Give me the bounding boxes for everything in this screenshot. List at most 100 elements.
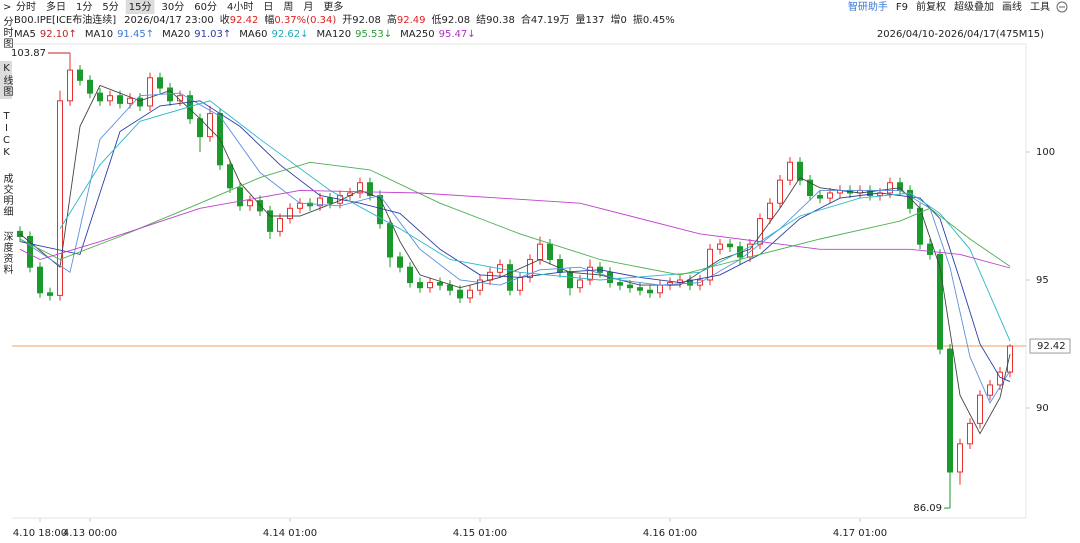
quote-label: 幅 — [264, 13, 274, 26]
candle-body — [647, 289, 653, 294]
quote-label: 高 — [387, 13, 397, 26]
sidebar-tab[interactable]: 分时图 — [1, 16, 12, 49]
candle-body — [1007, 345, 1013, 373]
candle-body — [617, 282, 623, 286]
candle-body — [327, 197, 333, 204]
toolbar-button[interactable]: 智研助手 — [848, 0, 888, 13]
quote-line: B00.IPE[ICE布油连续] 2026/04/17 23:00 收92.42 幅0… — [14, 13, 675, 26]
candle-body — [907, 189, 913, 209]
candle-body — [267, 210, 273, 232]
quote-label: 开 — [342, 15, 352, 26]
candle-body — [687, 279, 693, 286]
toolbar-button[interactable]: F9 — [896, 2, 908, 13]
ma-line — [19, 189, 1011, 269]
minimize-icon[interactable] — [1056, 1, 1068, 13]
candle-body — [387, 223, 393, 258]
toolbar-tab[interactable]: 多日 — [46, 0, 66, 13]
toolbar-tab[interactable]: 1分 — [76, 1, 92, 13]
candle-body — [967, 422, 973, 445]
legend-value: 91.45↑ — [117, 29, 154, 40]
candle-body — [437, 282, 443, 286]
quote-value: 92.08 — [352, 15, 381, 26]
candle-body — [147, 77, 153, 107]
candle-body — [477, 279, 483, 291]
sidebar-tab[interactable]: K线图 — [0, 61, 12, 99]
quote-value: 137 — [585, 15, 604, 26]
candle-body — [777, 179, 783, 204]
toolbar-tab[interactable]: 5分 — [102, 1, 118, 13]
ma-line — [19, 161, 1011, 276]
candle-body — [207, 113, 213, 138]
legend-value: 92.62↓ — [272, 29, 309, 40]
candle-body — [447, 284, 453, 291]
last-price-box — [1029, 338, 1071, 354]
collapse-arrow[interactable]: > — [3, 2, 11, 13]
min-label: 86.09 — [913, 503, 942, 514]
sidebar-tab[interactable]: 深度资料 — [1, 231, 12, 275]
quote-label: 低 — [432, 13, 442, 26]
candle-body — [817, 195, 823, 199]
last-price-label: 92.42 — [1037, 341, 1066, 352]
candle-body — [787, 161, 793, 181]
toolbar-tab[interactable]: 4小时 — [227, 1, 253, 13]
candle-body — [887, 182, 893, 194]
candle-body — [107, 95, 113, 102]
candle-body — [97, 92, 103, 102]
candle-body — [807, 179, 813, 197]
toolbar-button[interactable]: 超级叠加 — [954, 0, 994, 13]
quote-value: 0 — [621, 15, 627, 26]
candle-body — [567, 271, 573, 289]
sidebar-tab[interactable]: 成交明细 — [1, 173, 12, 217]
range-label: 2026/04/10-2026/04/17(475M15) — [877, 29, 1044, 40]
toolbar-button[interactable]: 工具 — [1030, 1, 1050, 13]
toolbar-tab[interactable]: 30分 — [161, 1, 184, 13]
candle-body — [947, 348, 953, 473]
quote-time: 2026/04/17 23:00 — [124, 15, 214, 26]
candle-body — [177, 95, 183, 102]
y-tick-label: 90 — [1036, 403, 1049, 414]
candle-body — [307, 202, 313, 207]
x-tick-label: 4.13 00:00 — [63, 528, 117, 539]
quote-value: 0.37%(0.34) — [274, 15, 336, 26]
toolbar-tab[interactable]: 月 — [303, 1, 313, 13]
sidebar-tab[interactable]: TICK — [1, 111, 12, 159]
ma-line — [19, 84, 1011, 435]
quote-label: 增 — [611, 13, 621, 26]
candle-body — [827, 192, 833, 199]
toolbar-tab[interactable]: 分时 — [16, 1, 36, 13]
candle-body — [227, 164, 233, 189]
toolbar-tab[interactable]: 更多 — [323, 0, 343, 13]
toolbar-tab[interactable]: 15分 — [129, 1, 152, 13]
legend-name: MA120 — [317, 29, 352, 40]
candle-body — [317, 197, 323, 207]
candle-body — [727, 243, 733, 248]
candle-body — [457, 289, 463, 299]
candle-body — [927, 243, 933, 255]
legend-value: 95.53↓ — [355, 29, 392, 40]
quote-symbol: B00.IPE[ICE布油连续] — [14, 13, 116, 26]
candle-body — [57, 100, 63, 296]
candle-body — [957, 443, 963, 473]
candle-body — [797, 161, 803, 181]
candle-body — [127, 97, 133, 104]
toolbar-tab[interactable]: 60分 — [194, 1, 217, 13]
toolbar-tab[interactable]: 周 — [283, 1, 293, 13]
toolbar-button[interactable]: 前复权 — [916, 0, 946, 13]
candle-body — [987, 384, 993, 396]
toolbar-tab[interactable]: 日 — [263, 2, 273, 13]
candle-body — [537, 243, 543, 261]
candle-body — [67, 69, 73, 102]
candle-body — [137, 97, 143, 107]
candle-body — [657, 284, 663, 294]
x-tick-label: 4.15 01:00 — [453, 528, 507, 539]
legend-value: 95.47↓ — [439, 29, 476, 40]
candle-body — [507, 264, 513, 291]
toolbar-button[interactable]: 画线 — [1002, 0, 1022, 13]
candle-body — [627, 284, 633, 289]
quote-value: 90.38 — [486, 15, 515, 26]
y-tick-label: 100 — [1036, 147, 1055, 158]
candle-body — [237, 187, 243, 207]
x-tick-label: 4.10 18:00 — [13, 528, 67, 539]
